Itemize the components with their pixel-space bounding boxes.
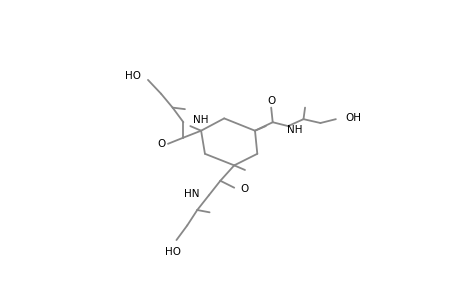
- Text: NH: NH: [192, 115, 207, 125]
- Text: HO: HO: [125, 71, 141, 81]
- Text: NH: NH: [286, 125, 302, 135]
- Text: O: O: [157, 139, 166, 149]
- Text: HO: HO: [165, 247, 181, 257]
- Text: HN: HN: [184, 189, 199, 199]
- Text: OH: OH: [344, 112, 360, 123]
- Text: O: O: [240, 184, 248, 194]
- Text: O: O: [267, 96, 275, 106]
